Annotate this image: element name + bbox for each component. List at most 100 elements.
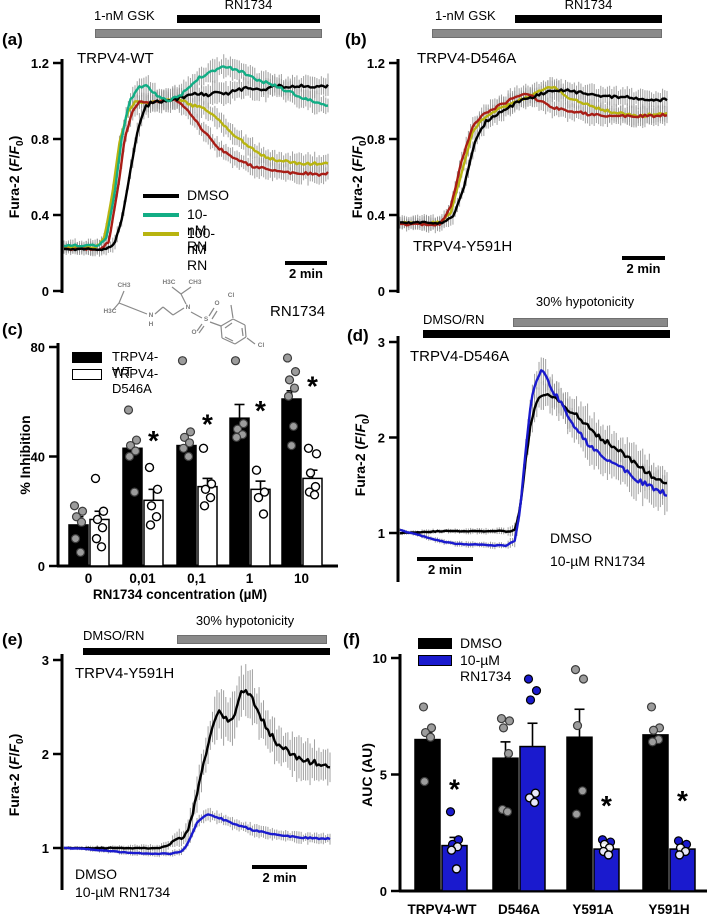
data-point: [498, 723, 509, 733]
scale-bar: [252, 865, 307, 869]
legend-swatch-dmso: [143, 194, 179, 198]
data-point: [284, 375, 295, 385]
data-point: [184, 438, 195, 448]
data-point-open: [258, 509, 269, 519]
ylabel-text: Fura-2 (: [6, 764, 22, 817]
bond: [198, 325, 205, 334]
data-point-open: [309, 490, 320, 500]
data-point: [185, 427, 196, 437]
legend-label-10nM: 10-nM RN: [187, 206, 208, 254]
ylabel-close: ): [6, 135, 22, 141]
panel-d-plot: 1 2 3: [378, 335, 668, 582]
category-label: 1: [246, 571, 254, 586]
atom-label: N: [186, 304, 191, 311]
ylabel-text: Fura-2 (: [6, 166, 22, 219]
ylabel-sub0: 0: [14, 140, 26, 146]
legend-swatch-100nM: [143, 232, 179, 236]
data-point: [646, 702, 657, 712]
y-tick-label: 0: [378, 284, 385, 299]
panel-a-y-axis-label: Fura-2 (F/F0): [4, 97, 26, 257]
hypotonicity-stimulus-bar: [513, 318, 668, 327]
panel-b-y-axis-label: Fura-2 (F/F0): [347, 97, 369, 257]
data-point: [282, 353, 293, 363]
y-tick-label: 1.2: [367, 56, 385, 71]
bar-TRPV4-WT-0: [68, 524, 89, 567]
hypotonicity-stimulus-bar: [177, 635, 327, 644]
y-tick-label: 0: [42, 284, 49, 299]
ylabel-F0: F: [6, 145, 22, 155]
data-point: [77, 506, 88, 516]
data-point-open: [97, 522, 108, 533]
panel-a-letter: (a): [2, 30, 23, 49]
annotation-dmso: DMSO: [75, 866, 117, 882]
significance-asterisk: *: [307, 370, 318, 401]
significance-asterisk: *: [677, 785, 688, 816]
data-point: [177, 356, 188, 366]
data-point: [76, 517, 87, 527]
data-point: [571, 809, 582, 819]
y-tick-label: 3: [378, 335, 385, 350]
ylabel-F: F: [352, 436, 368, 445]
panel-a-plot: 0 0.4 0.8 1.2: [31, 54, 329, 299]
atom-label: O: [214, 300, 219, 307]
atom-label: N: [149, 312, 154, 319]
panel-e: 1 2 3 30% hypotonicity DMSO/RN TRPV4-Y591H…: [0, 610, 345, 924]
data-point: [425, 732, 436, 742]
legend-swatch-10nM: [143, 213, 179, 217]
significance-asterisk: *: [601, 790, 612, 821]
ylabel-F0: F: [352, 423, 368, 433]
bond: [220, 318, 234, 327]
y-tick-label: 0.4: [31, 208, 50, 223]
data-point-open: [305, 468, 316, 478]
gsk-stimulus-bar: [432, 29, 662, 38]
data-point-open: [603, 850, 614, 860]
data-point-open: [200, 484, 211, 495]
ylabel-sub0: 0: [14, 738, 26, 744]
bond: [154, 306, 164, 315]
bond: [224, 322, 233, 329]
atom-label: H: [149, 321, 154, 328]
bond: [244, 324, 247, 338]
bond: [232, 318, 246, 326]
data-point-open: [90, 473, 101, 484]
panel-d-y-axis-label: Fura-2 (F/F0): [350, 380, 372, 530]
y-tick-label: 1: [42, 841, 49, 856]
panel-e-plot: 1 2 3: [42, 653, 331, 890]
bond: [196, 323, 203, 332]
panel-f-letter: (f): [343, 630, 360, 649]
legend-label-d546a: TRPV4-D546A: [112, 366, 159, 396]
scale-bar-label: 2 min: [289, 266, 323, 281]
data-point: [238, 419, 249, 429]
data-point-open: [146, 501, 157, 511]
y-tick-label: 0: [38, 559, 45, 574]
data-point: [286, 440, 297, 451]
data-point: [283, 391, 294, 401]
rn1734-stimulus-bar: [177, 15, 320, 23]
data-point: [445, 807, 456, 817]
gsk-bar-label: 1-nM GSK: [94, 8, 155, 23]
data-point: [290, 367, 301, 377]
y-tick-label: 1.2: [31, 56, 49, 71]
ylabel-sub0: 0: [360, 418, 372, 424]
data-point: [572, 720, 583, 731]
data-point-open: [91, 533, 102, 544]
y-tick-label: 40: [31, 450, 45, 465]
dmso-rn-stimulus-bar: [83, 648, 330, 655]
gsk-bar-label: 1-nM GSK: [435, 8, 496, 23]
data-point-open: [199, 501, 210, 511]
data-point: [289, 383, 300, 393]
y-tick-label: 0: [380, 884, 387, 899]
data-point-open: [206, 479, 217, 489]
trace-DMSO: [64, 688, 331, 850]
panel-e-letter: (e): [2, 630, 23, 649]
atom-label: Cl: [258, 342, 265, 349]
category-label: 0,1: [187, 571, 206, 586]
trace-100-nM RN: [63, 97, 329, 250]
data-point: [577, 786, 588, 796]
panel-f-plot: 0 5 10 * * * TRPV4-WT D546A Y591A Y591H: [373, 651, 707, 917]
ylabel-F: F: [349, 158, 365, 167]
panel-c-y-axis-label: % Inhibition: [17, 415, 33, 495]
data-point-open: [152, 484, 163, 495]
